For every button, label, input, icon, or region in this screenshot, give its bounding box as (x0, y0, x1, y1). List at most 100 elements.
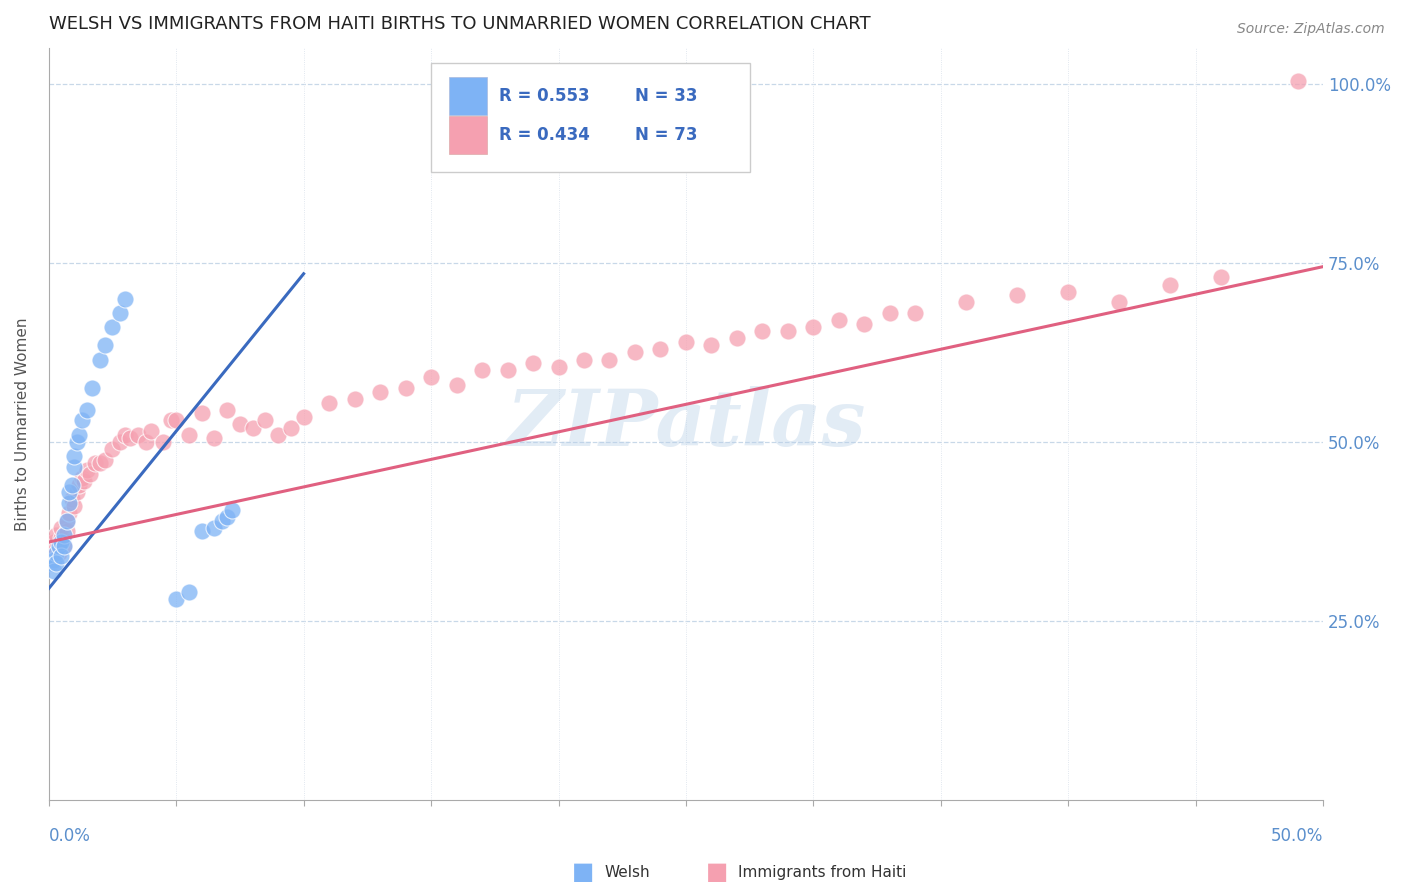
Point (160, 413, 183, 427)
Point (45, 542, 67, 557)
Point (76, 463, 98, 477)
Point (496, 363, 519, 377)
Point (67, 477, 90, 491)
Point (598, 352, 620, 367)
Point (650, 342, 672, 356)
Point (51, 521, 73, 535)
Point (572, 352, 595, 367)
Point (776, 324, 799, 338)
Point (1211, 270, 1233, 285)
Point (67, 427, 90, 442)
Point (80, 381, 103, 395)
Point (42, 553, 65, 567)
Point (368, 384, 391, 399)
Text: ZIPatlas: ZIPatlas (506, 385, 866, 462)
FancyBboxPatch shape (449, 77, 486, 114)
FancyBboxPatch shape (449, 116, 486, 153)
Point (58, 485, 80, 500)
Point (94, 338, 117, 352)
Text: Source: ZipAtlas.com: Source: ZipAtlas.com (1237, 22, 1385, 37)
Point (751, 324, 773, 338)
Point (76, 402, 98, 417)
Point (51, 535, 73, 549)
Point (45, 557, 67, 571)
Point (55, 514, 77, 528)
Point (70, 470, 93, 484)
Point (89, 456, 111, 470)
Point (675, 334, 697, 349)
Text: ■: ■ (572, 861, 595, 884)
Point (204, 521, 226, 535)
Point (725, 331, 748, 345)
Point (53, 539, 76, 553)
Point (217, 402, 239, 417)
Point (55, 514, 77, 528)
Point (446, 377, 468, 392)
Point (51, 549, 73, 564)
Point (108, 434, 131, 449)
Point (135, 434, 157, 449)
Point (254, 413, 277, 427)
Point (1007, 288, 1029, 302)
Point (120, 431, 142, 445)
Point (108, 306, 131, 320)
Point (190, 406, 212, 420)
Point (53, 528, 76, 542)
Text: WELSH VS IMMIGRANTS FROM HAITI BIRTHS TO UNMARRIED WOMEN CORRELATION CHART: WELSH VS IMMIGRANTS FROM HAITI BIRTHS TO… (49, 15, 870, 33)
Point (63, 449, 86, 463)
Point (522, 356, 544, 370)
Point (60, 492, 83, 507)
Point (828, 313, 851, 327)
Point (42, 564, 65, 578)
Point (1057, 285, 1080, 299)
Point (66, 434, 89, 449)
Text: N = 33: N = 33 (636, 87, 697, 104)
Y-axis label: Births to Unmarried Women: Births to Unmarried Women (15, 318, 30, 531)
Point (343, 392, 366, 406)
FancyBboxPatch shape (432, 63, 749, 172)
Point (204, 431, 226, 445)
Point (45, 528, 67, 542)
Point (114, 427, 136, 442)
Text: ■: ■ (706, 861, 728, 884)
Point (803, 320, 825, 334)
Point (242, 420, 264, 434)
Point (177, 427, 200, 442)
Point (624, 345, 647, 359)
Point (42, 535, 65, 549)
Point (66, 485, 89, 500)
Point (101, 320, 124, 334)
Point (292, 409, 315, 424)
Point (94, 452, 117, 467)
Point (217, 510, 239, 524)
Point (471, 363, 494, 377)
Point (853, 317, 876, 331)
Point (211, 514, 233, 528)
Point (394, 381, 416, 395)
Text: N = 73: N = 73 (636, 126, 697, 144)
Point (221, 503, 243, 517)
Text: R = 0.553: R = 0.553 (499, 87, 589, 104)
Point (1159, 277, 1181, 292)
Point (904, 306, 927, 320)
Text: 0.0%: 0.0% (49, 827, 90, 845)
Point (58, 507, 80, 521)
Point (63, 500, 86, 514)
Point (1108, 295, 1130, 310)
Point (955, 295, 977, 310)
Point (139, 424, 162, 438)
Point (1286, 73, 1309, 87)
Point (267, 427, 290, 442)
Point (79, 467, 101, 481)
Point (114, 292, 136, 306)
Text: Welsh: Welsh (605, 865, 650, 880)
Point (45, 546, 67, 560)
Point (700, 338, 723, 352)
Point (318, 395, 340, 409)
Point (177, 585, 200, 599)
Point (229, 417, 252, 431)
Point (58, 496, 80, 510)
Point (70, 413, 93, 427)
Point (55, 524, 77, 539)
Point (101, 442, 124, 456)
